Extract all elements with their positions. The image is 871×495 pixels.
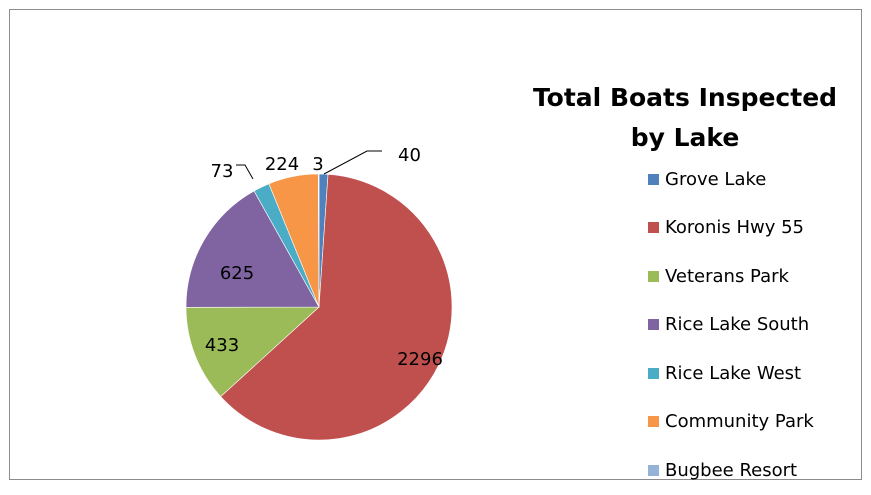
legend-item-rice-lake-south: Rice Lake South bbox=[648, 301, 814, 350]
legend-item-koronis-hwy-55: Koronis Hwy 55 bbox=[648, 204, 814, 253]
data-label-bugbee-resort: 3 bbox=[312, 154, 323, 175]
data-label-rice-lake-south: 625 bbox=[220, 263, 254, 284]
legend-swatch bbox=[648, 319, 659, 331]
legend-label: Veterans Park bbox=[665, 265, 789, 287]
chart-title: Total Boats Inspected by Lake bbox=[532, 83, 838, 152]
pie-chart: 40 2296 433 625 73 224 3 bbox=[185, 145, 453, 441]
legend-swatch bbox=[648, 173, 659, 185]
data-label-koronis-hwy-55: 2296 bbox=[397, 349, 443, 370]
legend-label: Bugbee Resort bbox=[665, 459, 798, 481]
pie-slice-rice-lake-south bbox=[185, 190, 320, 308]
legend-swatch bbox=[648, 416, 659, 428]
legend-item-community-park: Community Park bbox=[648, 398, 814, 447]
legend-swatch bbox=[648, 367, 659, 379]
leader-line-rice-lake-west bbox=[236, 164, 254, 180]
leader-line-grove-lake bbox=[323, 150, 382, 175]
legend-label: Grove Lake bbox=[665, 168, 767, 190]
data-label-community-park: 224 bbox=[265, 154, 299, 175]
legend-swatch bbox=[648, 464, 659, 476]
legend-swatch bbox=[648, 270, 659, 282]
chart-area: 40 2296 433 625 73 224 3 Total Boats Inspected… bbox=[9, 9, 862, 481]
pie-slice-bugbee-resort bbox=[318, 173, 320, 308]
legend-label: Rice Lake West bbox=[665, 362, 802, 384]
legend-label: Rice Lake South bbox=[665, 314, 810, 336]
data-label-veterans-park: 433 bbox=[205, 335, 239, 356]
legend-label: Community Park bbox=[665, 411, 814, 433]
data-label-rice-lake-west: 73 bbox=[211, 161, 234, 182]
legend: Grove Lake Koronis Hwy 55 Veterans Park Ric… bbox=[648, 155, 814, 495]
pie-slice-koronis-hwy-55 bbox=[220, 173, 453, 441]
legend-item-grove-lake: Grove Lake bbox=[648, 155, 814, 204]
legend-item-veterans-park: Veterans Park bbox=[648, 252, 814, 301]
legend-label: Koronis Hwy 55 bbox=[665, 217, 804, 239]
data-label-grove-lake: 40 bbox=[398, 145, 421, 166]
legend-item-rice-lake-west: Rice Lake West bbox=[648, 349, 814, 398]
pie-slice-veterans-park bbox=[185, 306, 320, 398]
legend-item-bugbee-resort: Bugbee Resort bbox=[648, 446, 814, 495]
legend-swatch bbox=[648, 222, 659, 234]
